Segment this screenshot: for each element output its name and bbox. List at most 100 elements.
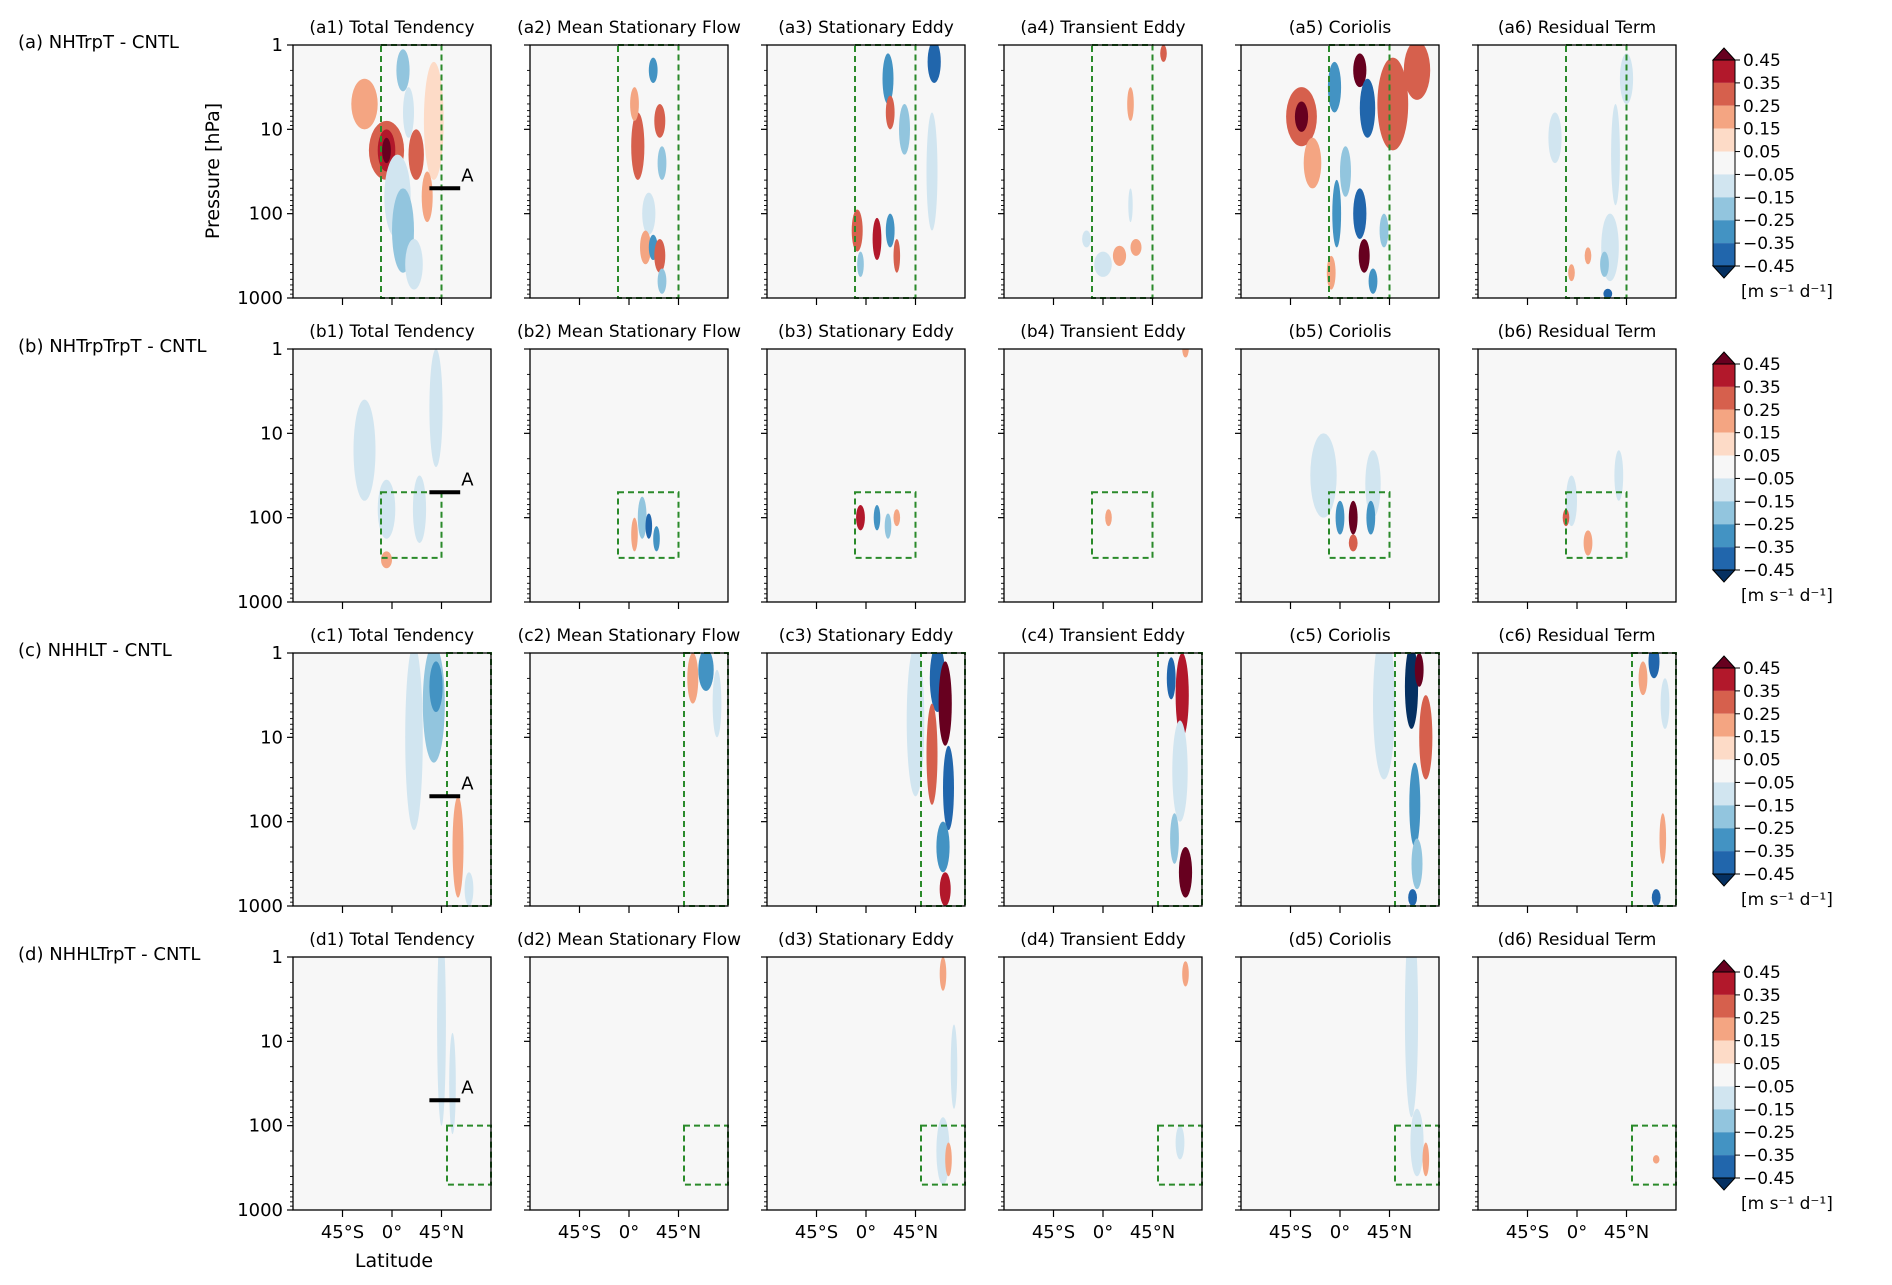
panel-background (1478, 45, 1676, 298)
contour-blob (1175, 1125, 1185, 1160)
contour-blob (1408, 889, 1417, 906)
contour-blob (1353, 188, 1367, 239)
colorbar-segment (1713, 668, 1735, 691)
colorbar-tick-label: −0.05 (1743, 773, 1795, 793)
x-tick-label: 45°N (419, 1222, 464, 1243)
contour-blob (351, 78, 378, 130)
colorbar-segment (1713, 690, 1735, 714)
contour-blob (884, 513, 892, 539)
contour-blob (893, 509, 901, 527)
colorbar-tick-label: −0.35 (1743, 234, 1795, 254)
colorbar-segment (1713, 1017, 1735, 1041)
contour-blob (857, 251, 864, 277)
colorbar-extend-bottom (1711, 1177, 1737, 1191)
colorbar-tick-label: 0.25 (1743, 97, 1781, 117)
panel-title: (c5) Coriolis (1289, 626, 1391, 646)
colorbar: 0.45 0.35 0.25 0.15 0.05−0.05 −0.15 −0.25 −0.35… (1711, 47, 1833, 302)
region-box (617, 491, 680, 559)
colorbar-tick-label: 0.05 (1743, 1055, 1781, 1075)
colorbar-tick-label: 0.15 (1743, 120, 1781, 140)
x-tick-label: 0° (856, 1222, 876, 1243)
contour-blob (885, 95, 895, 130)
contour-field (351, 49, 444, 290)
x-tick-label: 45°S (795, 1222, 838, 1243)
x-tick-label: 45°N (1367, 1222, 1412, 1243)
contour-blob (893, 238, 901, 273)
contour-blob (631, 517, 638, 552)
axis-ticks: 1 10 100 1000 (237, 947, 443, 1221)
panel-title: (d5) Coriolis (1289, 930, 1392, 950)
colorbar-segment (1713, 805, 1735, 829)
axis-ticks (761, 652, 917, 913)
colorbar-extend-bottom (1711, 873, 1737, 887)
y-tick-label: 100 (249, 508, 283, 529)
contour-blob (429, 349, 443, 468)
panel: (c3) Stationary Eddy (761, 626, 966, 913)
axis-ticks (1235, 956, 1391, 1217)
marker-label: A (461, 469, 474, 490)
colorbar-tick-label: −0.05 (1743, 469, 1795, 489)
y-tick-label: 1000 (237, 288, 283, 309)
contour-blob (943, 745, 954, 831)
x-tick-label: 0° (619, 1222, 639, 1243)
panel-background (1004, 957, 1202, 1210)
contour-blob (945, 1142, 952, 1177)
contour-blob (1419, 695, 1433, 780)
contour-blob (1548, 112, 1562, 164)
panel: (d4) Transient Eddy 45°S 0° 45°N (998, 930, 1203, 1243)
contour-field (1310, 433, 1381, 552)
panel-background (530, 957, 728, 1210)
axis-ticks (998, 652, 1154, 913)
colorbar-tick-label: 0.15 (1743, 1032, 1781, 1052)
contour-blob (1172, 720, 1188, 822)
colorbar-tick-label: 0.45 (1743, 51, 1781, 71)
colorbar-tick-label: −0.15 (1743, 796, 1795, 816)
contour-blob (687, 653, 699, 704)
contour-blob (1584, 247, 1592, 265)
axis-ticks (1472, 652, 1628, 913)
row-label: (a) NHTrpT - CNTL (18, 32, 179, 53)
contour-blob (1166, 657, 1176, 700)
panel: (b1) Total Tendency 1 10 100 1000 A (237, 322, 492, 613)
contour-blob (936, 821, 950, 873)
colorbar-segment (1713, 828, 1735, 852)
contour-blob (856, 505, 865, 531)
x-axis-label: Latitude (355, 1250, 433, 1272)
panel-title: (a2) Mean Stationary Flow (517, 18, 741, 38)
axis-ticks (524, 956, 680, 1217)
y-tick-label: 100 (249, 1116, 283, 1137)
contour-blob (645, 513, 653, 539)
colorbar-tick-label: −0.35 (1743, 538, 1795, 558)
contour-blob (1128, 188, 1133, 223)
axis-ticks (524, 348, 680, 609)
contour-blob (1112, 245, 1127, 266)
colorbar-segment (1713, 1086, 1735, 1110)
colorbar-segment (1713, 1132, 1735, 1156)
panel-title: (a5) Coriolis (1289, 18, 1392, 38)
contour-blob (642, 192, 656, 235)
contour-field (1082, 45, 1167, 277)
contour-blob (1403, 45, 1431, 100)
marker-label: A (461, 773, 474, 794)
axis-ticks (1235, 44, 1391, 305)
panel: (a1) Total Tendency 1 10 100 1000 A (237, 18, 492, 309)
axis-ticks (524, 44, 680, 305)
colorbar-tick-label: −0.25 (1743, 211, 1795, 231)
panel: (c5) Coriolis (1235, 626, 1440, 913)
row-label: (d) NHHLTrpT - CNTL (18, 944, 200, 965)
colorbar-segment (1713, 60, 1735, 83)
contour-blob (657, 146, 667, 180)
panel: (b4) Transient Eddy (998, 322, 1203, 609)
contour-field (1105, 349, 1189, 527)
panel-title: (b6) Residual Term (1498, 322, 1657, 342)
contour-blob (1404, 653, 1419, 729)
contour-field (631, 496, 660, 552)
axis-ticks: 1 10 100 1000 (237, 339, 443, 613)
contour-blob (939, 872, 951, 906)
axis-ticks (1472, 956, 1628, 1217)
contour-blob (1651, 889, 1661, 906)
panel-title: (b3) Stationary Eddy (778, 322, 954, 342)
panel-title: (d1) Total Tendency (309, 930, 475, 950)
marker-label: A (461, 1077, 474, 1098)
contour-blob (405, 653, 423, 831)
